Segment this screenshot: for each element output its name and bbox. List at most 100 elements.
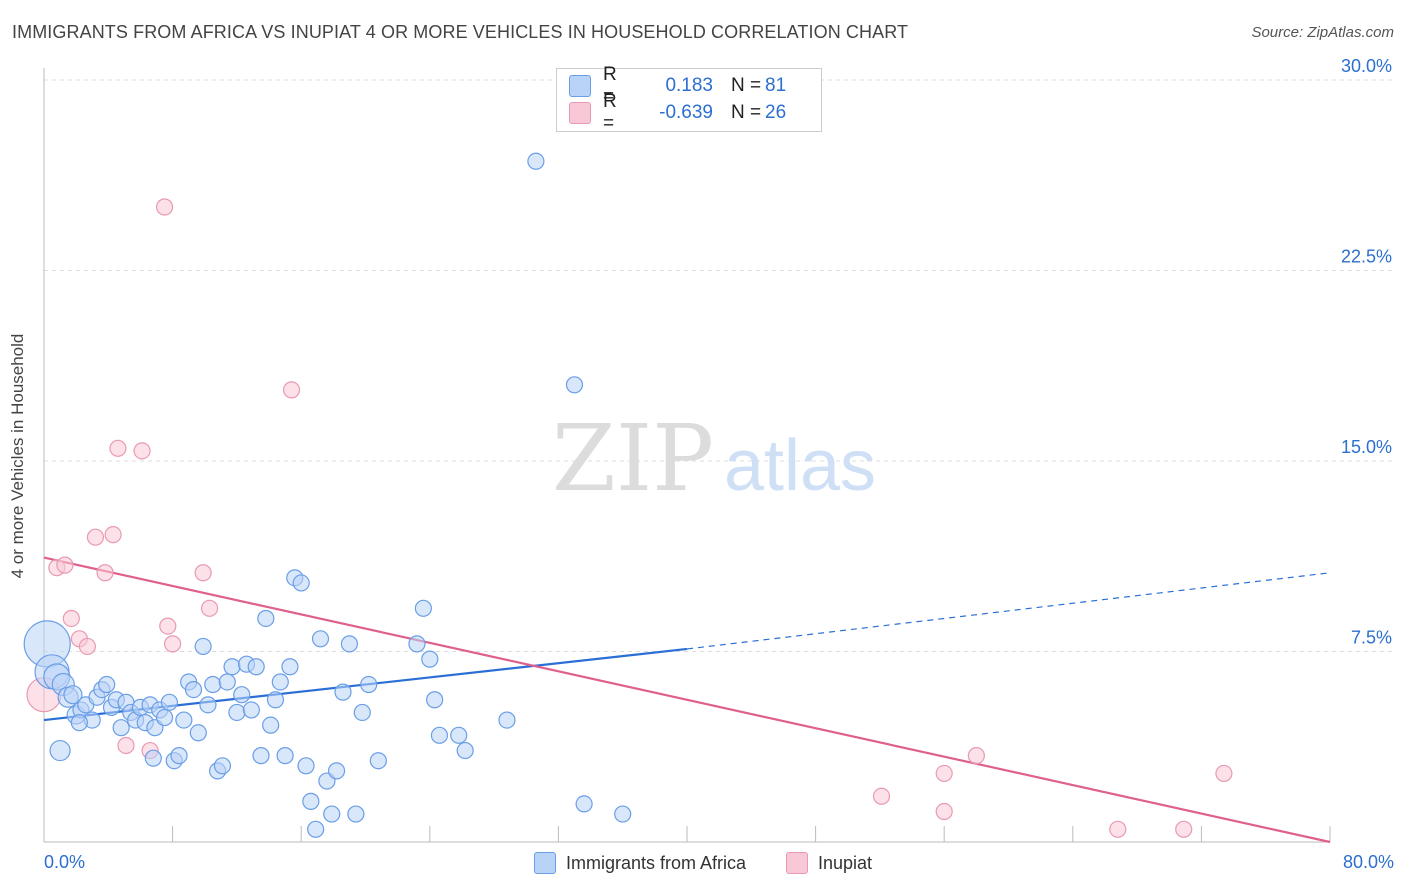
point-africa bbox=[360, 675, 378, 694]
point-africa bbox=[242, 701, 260, 719]
point-africa bbox=[340, 635, 359, 653]
legend-label-africa: Immigrants from Africa bbox=[565, 852, 746, 873]
point-inupiat bbox=[86, 528, 105, 546]
point-africa bbox=[257, 609, 275, 628]
data-points bbox=[23, 152, 1233, 838]
watermark-atlas: atlas bbox=[724, 426, 876, 506]
point-africa bbox=[302, 792, 320, 810]
point-africa bbox=[565, 376, 584, 394]
point-inupiat bbox=[1109, 820, 1127, 838]
axes bbox=[43, 68, 1331, 843]
y-tick-labels: 7.5% 15.0% 22.5% 30.0% bbox=[1341, 56, 1392, 648]
legend-row-inupiat: R = -0.639 N = 26 bbox=[569, 91, 787, 134]
point-africa bbox=[307, 820, 325, 838]
pink-swatch bbox=[786, 852, 808, 874]
y-axis-label: 4 or more Vehicles in Household bbox=[8, 333, 27, 579]
point-africa bbox=[281, 658, 299, 676]
y-tick-label: 30.0% bbox=[1341, 56, 1392, 76]
point-africa bbox=[614, 805, 632, 823]
point-africa bbox=[218, 673, 236, 691]
point-africa bbox=[112, 719, 130, 737]
point-africa bbox=[228, 703, 246, 722]
r-label: R = bbox=[603, 91, 617, 134]
point-africa bbox=[323, 805, 341, 823]
point-africa bbox=[194, 637, 212, 656]
point-africa bbox=[262, 716, 280, 734]
point-africa bbox=[184, 680, 203, 699]
watermark-zip: ZIP bbox=[552, 405, 714, 512]
point-africa bbox=[49, 739, 71, 762]
legend-label-inupiat: Inupiat bbox=[818, 852, 873, 873]
point-inupiat bbox=[56, 556, 74, 574]
point-inupiat bbox=[159, 617, 177, 635]
chart-title: IMMIGRANTS FROM AFRICA VS INUPIAT 4 OR M… bbox=[12, 22, 909, 42]
n-label: N = bbox=[731, 75, 762, 96]
x-tick-max: 80.0% bbox=[1342, 852, 1394, 872]
point-africa bbox=[199, 696, 217, 714]
point-africa bbox=[311, 630, 330, 648]
point-africa bbox=[276, 747, 294, 765]
point-africa bbox=[247, 658, 265, 676]
point-africa bbox=[189, 724, 207, 742]
point-inupiat bbox=[96, 564, 114, 582]
point-inupiat bbox=[1175, 820, 1193, 838]
y-tick-label: 22.5% bbox=[1341, 247, 1392, 267]
chart-source: Source: ZipAtlas.com bbox=[1251, 24, 1394, 41]
legend-item-inupiat[interactable]: Inupiat bbox=[786, 852, 872, 874]
point-africa bbox=[223, 658, 241, 676]
point-africa bbox=[426, 691, 444, 709]
point-africa bbox=[252, 747, 270, 765]
point-africa bbox=[170, 747, 188, 765]
point-africa bbox=[213, 757, 232, 775]
point-inupiat bbox=[133, 442, 151, 460]
point-africa bbox=[575, 795, 593, 813]
point-africa bbox=[266, 691, 285, 709]
point-inupiat bbox=[872, 787, 891, 805]
point-africa bbox=[347, 805, 365, 823]
point-inupiat bbox=[62, 609, 80, 628]
n-label: N = bbox=[731, 102, 762, 123]
point-inupiat bbox=[117, 736, 135, 755]
point-africa bbox=[233, 686, 251, 704]
n-value: 26 bbox=[765, 102, 787, 123]
point-inupiat bbox=[282, 381, 301, 399]
correlation-legend: R = 0.183 N = 81 R = -0.639 N = 26 bbox=[556, 64, 822, 134]
point-inupiat bbox=[967, 747, 985, 765]
legend-item-africa[interactable]: Immigrants from Africa bbox=[533, 852, 746, 874]
blue-swatch bbox=[533, 852, 556, 874]
series-legend: Immigrants from Africa Inupiat bbox=[0, 852, 1406, 874]
point-inupiat bbox=[1215, 764, 1233, 783]
point-africa bbox=[160, 693, 178, 711]
point-africa bbox=[450, 726, 468, 744]
point-africa bbox=[292, 574, 310, 592]
point-africa bbox=[155, 708, 174, 727]
point-africa bbox=[498, 711, 516, 729]
point-africa bbox=[204, 675, 222, 694]
point-africa bbox=[421, 650, 439, 668]
legend-row-africa: R = 0.183 N = 81 bbox=[569, 64, 787, 107]
point-africa bbox=[98, 675, 116, 694]
point-africa bbox=[414, 599, 432, 617]
r-value: 0.183 bbox=[665, 75, 713, 96]
point-africa bbox=[456, 741, 474, 760]
point-africa bbox=[334, 683, 352, 701]
y-tick-label: 7.5% bbox=[1351, 628, 1392, 648]
point-inupiat bbox=[200, 599, 219, 617]
r-value: -0.639 bbox=[659, 102, 713, 123]
point-africa bbox=[353, 703, 371, 722]
n-value: 81 bbox=[765, 75, 787, 96]
point-inupiat bbox=[109, 439, 127, 457]
point-africa bbox=[175, 711, 193, 729]
point-africa bbox=[327, 762, 346, 780]
y-tick-label: 15.0% bbox=[1341, 437, 1392, 457]
trend-line-inupiat bbox=[43, 556, 1331, 844]
point-africa bbox=[271, 673, 289, 691]
watermark: ZIP atlas bbox=[552, 405, 876, 512]
point-africa bbox=[144, 749, 162, 767]
gridlines bbox=[44, 79, 1392, 652]
point-inupiat bbox=[935, 764, 953, 783]
point-africa bbox=[63, 685, 83, 705]
r-label: R = bbox=[603, 64, 617, 107]
point-inupiat bbox=[164, 635, 182, 653]
point-africa bbox=[297, 757, 315, 775]
